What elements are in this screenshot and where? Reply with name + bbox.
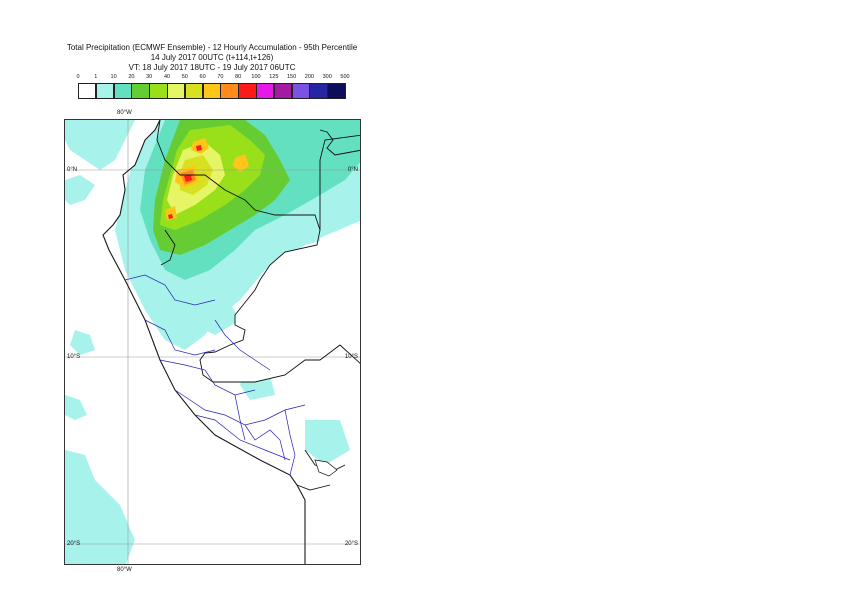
lat-label-eq-left: 0°N (67, 167, 78, 173)
legend-threshold-label: 500 (340, 74, 350, 80)
legend-threshold-label: 300 (322, 74, 332, 80)
legend-threshold-label: 70 (217, 74, 224, 80)
legend-threshold-label: 60 (199, 74, 206, 80)
legend-threshold-label: 0 (76, 74, 80, 80)
lake-titicaca (314, 459, 338, 477)
legend-threshold-label: 20 (128, 74, 135, 80)
lon-label-bottom: 80°W (117, 567, 132, 573)
legend-color-box (78, 83, 97, 99)
legend-color-box (113, 83, 132, 99)
lon-label-top: 80°W (117, 110, 132, 116)
graticule (65, 120, 360, 564)
legend-threshold-label: 125 (269, 74, 279, 80)
legend-threshold-label: 200 (304, 74, 314, 80)
legend-color-box (220, 83, 239, 99)
legend-color-box (309, 83, 328, 99)
legend-color-box (131, 83, 150, 99)
legend-threshold-label: 1 (94, 74, 98, 80)
legend-color-box (149, 83, 168, 99)
country-borders (156, 120, 360, 491)
legend-color-box (167, 83, 186, 99)
legend-color-box (273, 83, 293, 99)
lat-label-10s-right: 10°S (344, 354, 358, 360)
lat-label-eq-right: 0°N (347, 167, 358, 173)
legend-color-box (95, 83, 115, 99)
lat-label-20s-right: 20°S (344, 541, 358, 547)
lat-label-20s-left: 20°S (67, 541, 81, 547)
legend-color-box (256, 83, 275, 99)
init-time-line: 14 July 2017 00UTC (t+114,t+126) (150, 53, 274, 62)
regional-borders (124, 274, 306, 476)
legend-threshold-label: 30 (146, 74, 153, 80)
lat-label-10s-left: 10°S (67, 354, 81, 360)
legend-color-box (184, 83, 204, 99)
legend-threshold-label: 10 (110, 74, 117, 80)
legend-color-box (238, 83, 257, 99)
map-title: Total Precipitation (ECMWF Ensemble) - 1… (66, 43, 358, 52)
legend-threshold-label: 50 (181, 74, 188, 80)
precipitation-map: 0°N 0°N 10°S 10°S 20°S 20°S (64, 119, 361, 565)
legend-threshold-label: 80 (235, 74, 242, 80)
legend-threshold-label: 150 (287, 74, 297, 80)
map-canvas (65, 120, 360, 564)
ocean-precip-shading (65, 120, 135, 564)
land-precip-shading (115, 120, 360, 465)
legend-color-box (291, 83, 310, 99)
valid-time-line: VT: 18 July 2017 18UTC - 19 July 2017 06… (128, 63, 296, 72)
legend-color-box (327, 83, 346, 99)
legend-color-box (202, 83, 221, 99)
legend-threshold-label: 100 (251, 74, 261, 80)
legend-threshold-label: 40 (163, 74, 171, 80)
